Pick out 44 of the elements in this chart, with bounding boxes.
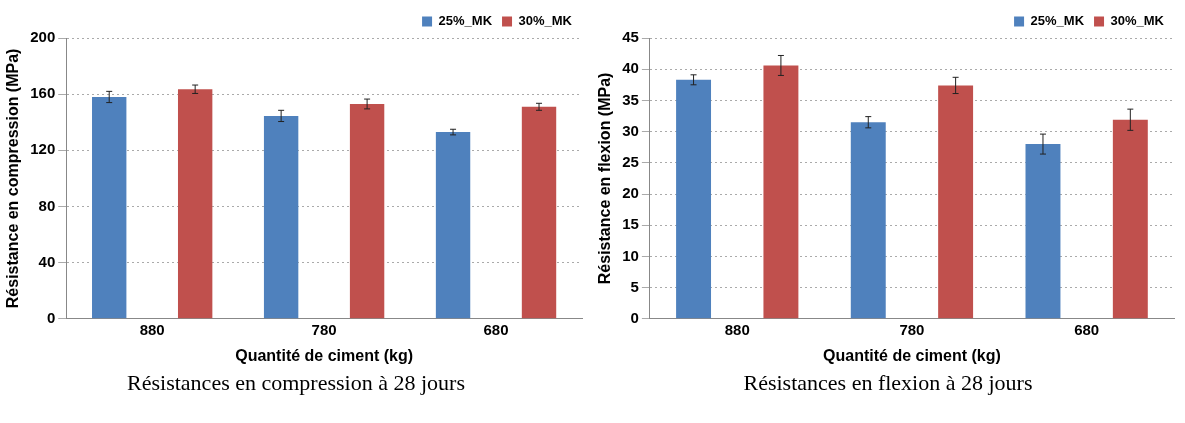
- y-tick-label: 25: [622, 152, 639, 170]
- x-tick-label: 680: [1074, 320, 1100, 338]
- x-axis-title: Quantité de ciment (kg): [235, 346, 414, 364]
- x-tick-label: 880: [724, 320, 750, 338]
- y-tick-label: 10: [622, 246, 639, 264]
- bar: [349, 103, 385, 319]
- bar: [676, 79, 712, 319]
- y-tick-label: 80: [38, 196, 56, 214]
- bar: [177, 89, 213, 319]
- x-tick-label: 780: [899, 320, 925, 338]
- y-tick-label: 120: [30, 140, 56, 158]
- x-tick-label: 880: [139, 320, 165, 338]
- legend-label: 30%_MK: [1110, 13, 1165, 29]
- legend-label: 30%_MK: [518, 13, 573, 29]
- bar: [435, 132, 471, 319]
- legend-label: 25%_MK: [1030, 13, 1085, 29]
- bar: [850, 122, 886, 319]
- y-tick-label: 45: [622, 28, 639, 46]
- legend-label: 25%_MK: [438, 13, 493, 29]
- y-tick-label: 5: [630, 277, 639, 295]
- bar: [1112, 119, 1148, 319]
- y-tick-label: 40: [622, 59, 639, 77]
- x-tick-label: 780: [311, 320, 337, 338]
- y-tick-label: 35: [622, 90, 639, 108]
- bar: [92, 96, 127, 319]
- y-tick-label: 160: [30, 84, 56, 102]
- x-tick-label: 680: [483, 320, 509, 338]
- y-tick-label: 0: [46, 308, 56, 326]
- text: Résistances en flexion à 28 jours: [742, 370, 1034, 396]
- bar: [263, 115, 299, 319]
- bar: [938, 85, 974, 319]
- bar: [763, 65, 799, 319]
- y-tick-label: 15: [622, 215, 639, 233]
- y-tick-label: 20: [622, 184, 639, 202]
- bar: [521, 106, 557, 319]
- bar: [1025, 144, 1061, 319]
- y-tick-label: 0: [630, 308, 639, 326]
- y-tick-label: 40: [38, 252, 56, 270]
- y-tick-label: 200: [30, 28, 56, 46]
- y-axis-title: Résistance en flexion (MPa): [596, 72, 614, 285]
- x-axis-title: Quantité de ciment (kg): [823, 346, 1001, 364]
- y-axis-title: Résistance en compression (MPa): [4, 48, 22, 309]
- text: Résistances en compression à 28 jours: [126, 370, 466, 396]
- y-tick-label: 30: [622, 121, 639, 139]
